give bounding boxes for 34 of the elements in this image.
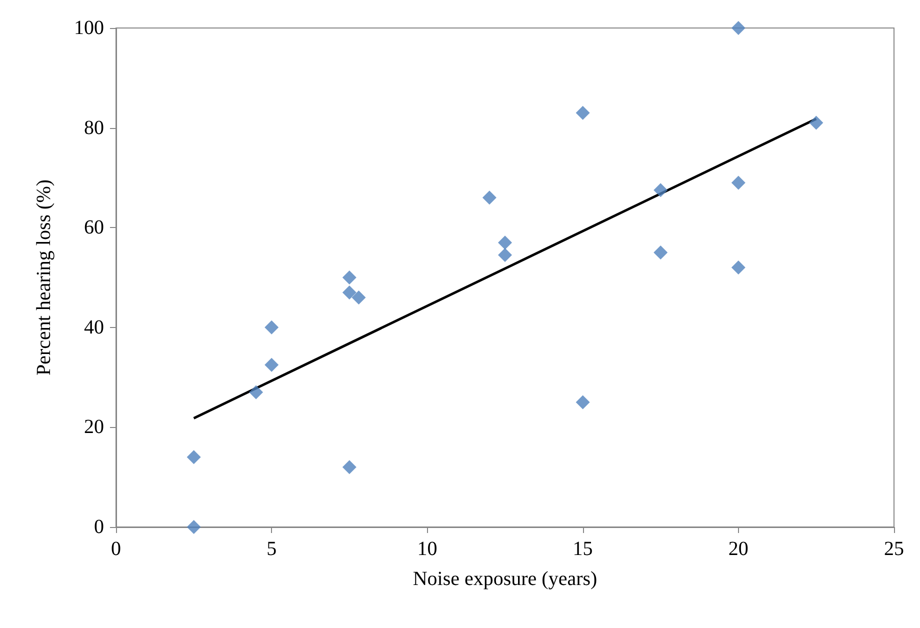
point [809, 116, 824, 130]
point [342, 270, 356, 284]
point [186, 520, 201, 534]
x-tick-label: 0 [111, 538, 121, 560]
point [731, 21, 746, 35]
x-tick-label: 10 [417, 538, 438, 560]
x-tick-label: 20 [728, 538, 748, 560]
y-tick-label: 0 [94, 516, 104, 538]
point [482, 190, 496, 205]
x-tick-label: 25 [884, 538, 904, 560]
y-tick-label: 80 [84, 116, 104, 139]
y-tick-label: 100 [74, 17, 104, 39]
y-axis-title: Percent hearing loss (%) [33, 179, 55, 376]
point [249, 385, 264, 400]
point [654, 183, 668, 198]
point [342, 285, 356, 300]
y-tick-label: 40 [84, 316, 104, 338]
x-axis-title: Noise exposure (years) [412, 568, 598, 590]
point [576, 106, 590, 120]
point [731, 260, 746, 275]
y-tick-label: 60 [84, 216, 104, 239]
x-tick-label: 15 [572, 538, 593, 560]
point [576, 395, 590, 410]
point [731, 176, 746, 190]
point [342, 460, 356, 474]
point [186, 450, 201, 464]
point [264, 320, 279, 334]
point [352, 290, 366, 304]
point [654, 246, 668, 260]
point [498, 248, 512, 262]
point [264, 358, 279, 372]
y-tick-label: 20 [84, 416, 104, 438]
x-tick-label: 5 [266, 538, 277, 560]
point [498, 236, 512, 250]
